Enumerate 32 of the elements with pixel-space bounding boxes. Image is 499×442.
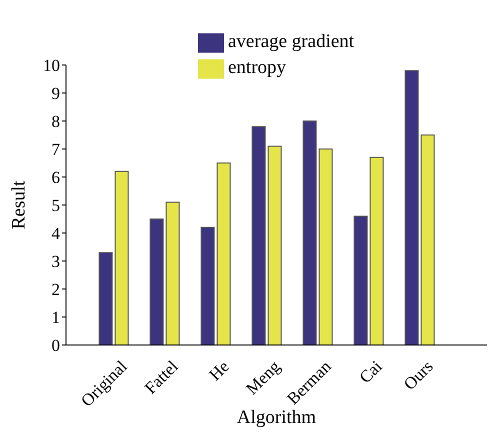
- y-tick-label: 1: [52, 308, 60, 328]
- bar: [166, 202, 180, 345]
- y-tick-label: 2: [52, 280, 60, 300]
- y-tick-label: 5: [52, 196, 60, 216]
- y-tick-label: 9: [52, 84, 60, 104]
- legend-label: entropy: [228, 56, 286, 78]
- bar: [200, 226, 215, 345]
- bar: [252, 126, 266, 345]
- bar: [318, 148, 333, 345]
- x-tick-label: He: [205, 356, 233, 384]
- x-tick-label: Ours: [400, 356, 437, 394]
- x-axis-title: Algorithm: [236, 407, 316, 428]
- bar: [216, 162, 231, 345]
- bar: [370, 156, 384, 345]
- bar: [114, 170, 129, 345]
- legend-label: average gradient: [228, 30, 354, 52]
- bar: [354, 216, 368, 345]
- bar: [404, 70, 419, 345]
- x-tick-label: Cai: [356, 356, 386, 388]
- y-tick-label: 0: [52, 336, 60, 356]
- y-tick-label: 4: [52, 224, 60, 244]
- y-tick-label: 6: [52, 168, 60, 188]
- y-axis-title: Result: [8, 180, 30, 230]
- y-tick-label: 10: [43, 56, 60, 76]
- y-tick-label: 7: [52, 140, 60, 160]
- bar: [420, 134, 435, 345]
- y-tick-label: 8: [52, 112, 60, 132]
- y-tick-label: 3: [52, 252, 60, 272]
- bar: [302, 120, 317, 345]
- bar: [98, 252, 113, 345]
- bar: [150, 218, 164, 345]
- bar: [268, 146, 282, 345]
